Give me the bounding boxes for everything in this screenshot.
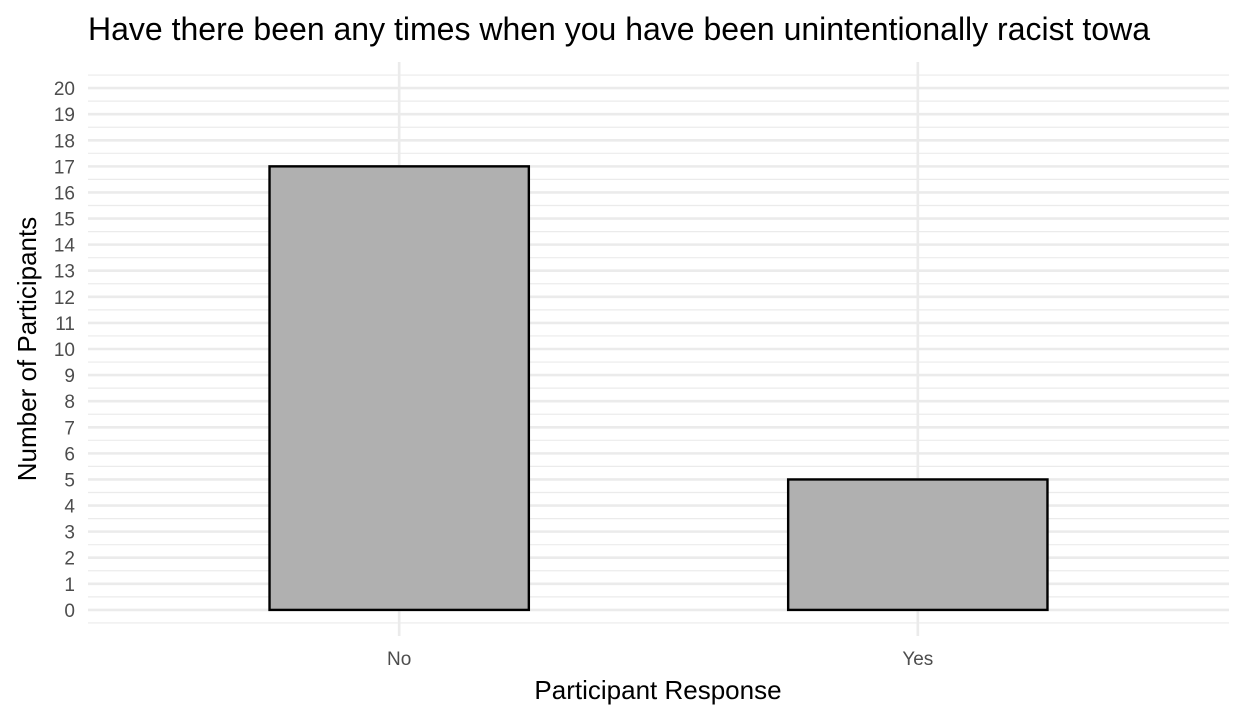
y-tick-label: 14 <box>54 236 76 257</box>
y-tick-label: 10 <box>54 340 75 361</box>
y-tick-label: 18 <box>54 131 75 152</box>
y-tick-label: 17 <box>54 157 75 178</box>
y-tick-label: 11 <box>55 314 75 335</box>
bar-no <box>268 165 531 612</box>
y-tick-label: 8 <box>64 392 75 413</box>
bar-yes <box>786 478 1049 612</box>
y-tick-label: 1 <box>64 575 75 596</box>
x-axis-ticks: No Yes <box>387 649 933 670</box>
x-tick-label: Yes <box>902 649 933 670</box>
y-tick-label: 9 <box>64 366 75 387</box>
y-tick-label: 13 <box>54 262 75 283</box>
y-tick-label: 16 <box>54 183 75 204</box>
y-tick-label: 12 <box>54 288 75 309</box>
y-tick-label: 19 <box>54 105 75 126</box>
y-tick-label: 2 <box>64 549 75 570</box>
y-tick-label: 5 <box>64 470 75 491</box>
x-axis-title: Participant Response <box>534 675 781 705</box>
y-axis-title: Number of Participants <box>12 217 42 481</box>
y-tick-label: 7 <box>64 418 75 439</box>
grid-lines <box>88 62 1229 636</box>
y-tick-label: 20 <box>54 79 75 100</box>
y-tick-label: 3 <box>64 523 75 544</box>
y-tick-label: 4 <box>64 497 75 518</box>
y-tick-label: 6 <box>64 444 75 465</box>
bars <box>268 165 1049 612</box>
y-tick-label: 0 <box>64 601 75 622</box>
chart-title: Have there been any times when you have … <box>88 11 1150 47</box>
y-tick-label: 15 <box>54 210 75 231</box>
x-tick-label: No <box>387 649 411 670</box>
